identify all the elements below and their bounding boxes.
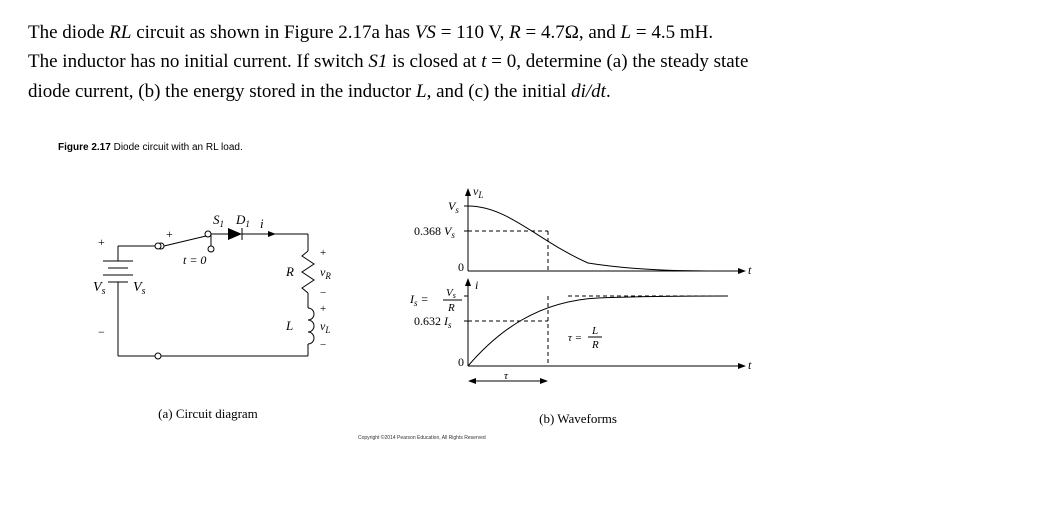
text: is closed at: [387, 51, 481, 72]
svg-text:S1: S1: [213, 212, 224, 229]
text: circuit as shown in Figure 2.17a has: [131, 22, 414, 43]
svg-text:−: −: [98, 325, 105, 339]
svg-text:vR: vR: [320, 265, 331, 281]
figure-number: Figure 2.17: [58, 142, 111, 153]
figure-block: Figure 2.17 Diode circuit with an RL loa…: [58, 142, 1009, 441]
text: = 4.7Ω, and: [521, 22, 621, 43]
svg-text:+: +: [98, 235, 105, 249]
svg-text:D1: D1: [235, 212, 250, 229]
svg-text:τ: τ: [504, 370, 509, 382]
figure-caption: Figure 2.17 Diode circuit with an RL loa…: [58, 142, 1009, 153]
waveform-svg: vL Vs 0.368 Vs 0 t i Is = Vs R 0.632 Is …: [388, 181, 768, 391]
svg-text:τ =: τ =: [568, 332, 582, 344]
text: = 4.5 mH.: [631, 22, 713, 43]
var-didt: di/dt: [571, 81, 606, 102]
svg-text:vL: vL: [473, 184, 483, 200]
svg-text:0: 0: [458, 260, 464, 274]
text: , and (c) the initial: [427, 81, 572, 102]
circuit-svg: Vs + − Vs + t = 0 S1 D1 i R + vR − L + v…: [58, 186, 358, 386]
svg-text:Is =: Is =: [409, 292, 429, 308]
svg-text:t: t: [748, 263, 752, 277]
circuit-diagram-panel: Vs + − Vs + t = 0 S1 D1 i R + vR − L + v…: [58, 186, 358, 422]
subcaption-b: (b) Waveforms: [388, 411, 768, 427]
svg-text:Vs: Vs: [448, 199, 459, 215]
var-s1: S1: [368, 51, 387, 72]
svg-text:+: +: [320, 303, 326, 315]
text: The inductor has no initial current. If …: [28, 51, 368, 72]
copyright-text: Copyright ©2014 Pearson Education, All R…: [358, 435, 1009, 441]
svg-text:Vs: Vs: [93, 280, 106, 297]
svg-text:t: t: [748, 358, 752, 372]
svg-text:t = 0: t = 0: [183, 253, 206, 267]
svg-text:−: −: [320, 339, 326, 351]
svg-text:Vs: Vs: [133, 280, 146, 297]
svg-text:L: L: [591, 325, 598, 337]
subcaption-a: (a) Circuit diagram: [58, 406, 358, 422]
waveform-panel: vL Vs 0.368 Vs 0 t i Is = Vs R 0.632 Is …: [388, 181, 768, 427]
svg-text:L: L: [285, 318, 293, 333]
svg-text:0.368 Vs: 0.368 Vs: [414, 224, 455, 240]
var-vs: VS: [415, 22, 436, 43]
svg-text:0: 0: [458, 355, 464, 369]
figure-title: Diode circuit with an RL load.: [111, 142, 243, 153]
svg-text:+: +: [166, 227, 173, 241]
svg-text:+: +: [320, 247, 326, 259]
var-l: L: [621, 22, 632, 43]
svg-text:i: i: [475, 278, 478, 292]
svg-text:0.632 Is: 0.632 Is: [414, 314, 452, 330]
svg-text:vL: vL: [320, 319, 330, 335]
var-rl: RL: [109, 22, 131, 43]
svg-text:i: i: [260, 216, 264, 231]
problem-statement: The diode RL circuit as shown in Figure …: [28, 18, 1009, 106]
svg-text:R: R: [447, 302, 455, 314]
var-r: R: [509, 22, 521, 43]
svg-text:−: −: [320, 287, 326, 299]
svg-text:Vs: Vs: [446, 287, 456, 300]
text: The diode: [28, 22, 109, 43]
text: diode current, (b) the energy stored in …: [28, 81, 416, 102]
text: = 0, determine (a) the steady state: [487, 51, 749, 72]
text: .: [606, 81, 611, 102]
text: = 110 V,: [436, 22, 509, 43]
svg-text:R: R: [591, 339, 599, 351]
var-l2: L: [416, 81, 427, 102]
svg-text:R: R: [285, 264, 294, 279]
